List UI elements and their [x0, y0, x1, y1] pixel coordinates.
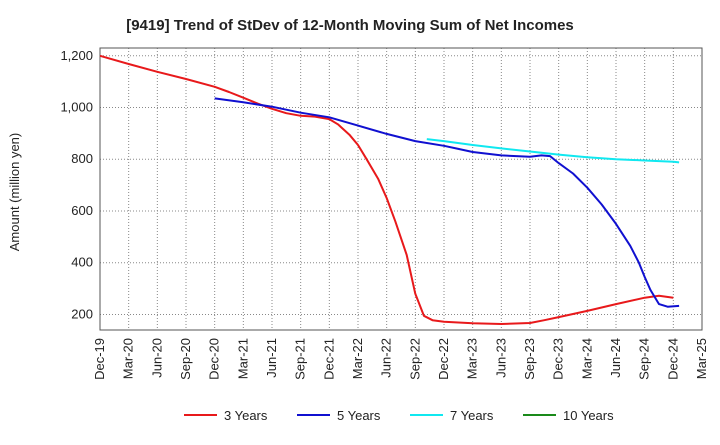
x-tick-label: Jun-23	[493, 338, 508, 378]
chart-title: [9419] Trend of StDev of 12-Month Moving…	[126, 17, 574, 34]
y-tick-label: 1,000	[60, 100, 93, 115]
x-tick-label: Sep-20	[178, 338, 193, 380]
x-tick-label: Sep-21	[293, 338, 308, 380]
legend-label: 5 Years	[337, 408, 381, 423]
x-tick-label: Jun-22	[379, 338, 394, 378]
x-tick-label: Sep-24	[637, 338, 652, 380]
axes-layer: 200 400 600 800 1,000 1,200 Dec-19 Mar-20 Jun-20…	[60, 47, 709, 380]
x-tick-label: Dec-24	[665, 338, 680, 380]
x-tick-label: Mar-20	[121, 338, 136, 379]
legend-item-5-years: 5 Years	[297, 408, 381, 423]
x-tick-label: Sep-22	[407, 338, 422, 380]
x-tick-label: Dec-23	[551, 338, 566, 380]
y-axis-title: Amount (million yen)	[7, 133, 22, 252]
legend-label: 7 Years	[450, 408, 494, 423]
x-tick-label: Dec-20	[207, 338, 222, 380]
y-tick-label: 800	[71, 151, 93, 166]
grid-layer	[100, 48, 702, 330]
plot-frame	[99, 47, 703, 331]
legend-label: 10 Years	[563, 408, 614, 423]
y-tick-label: 1,200	[60, 48, 93, 63]
legend: 3 Years 5 Years 7 Years 10 Years	[184, 408, 614, 423]
y-tick-label: 600	[71, 203, 93, 218]
legend-item-10-years: 10 Years	[523, 408, 614, 423]
x-tick-label: Mar-24	[579, 338, 594, 379]
series-line-5-years	[214, 97, 680, 308]
x-tick-label: Mar-21	[235, 338, 250, 379]
legend-label: 3 Years	[224, 408, 268, 423]
x-tick-label: Mar-23	[465, 338, 480, 379]
legend-item-7-years: 7 Years	[410, 408, 494, 423]
x-tick-label: Mar-22	[350, 338, 365, 379]
legend-item-3-years: 3 Years	[184, 408, 268, 423]
x-tick-label: Dec-22	[436, 338, 451, 380]
x-tick-label: Mar-25	[694, 338, 709, 379]
y-tick-label: 400	[71, 255, 93, 270]
series-layer	[99, 54, 680, 325]
x-tick-label: Sep-23	[522, 338, 537, 380]
series-line-7-years	[426, 138, 680, 164]
series-line-3-years	[99, 54, 674, 325]
x-tick-label: Jun-20	[149, 338, 164, 378]
x-tick-label: Jun-24	[608, 338, 623, 378]
y-tick-label: 200	[71, 306, 93, 321]
x-tick-label: Dec-19	[92, 338, 107, 380]
x-tick-label: Dec-21	[321, 338, 336, 380]
x-tick-label: Jun-21	[264, 338, 279, 378]
